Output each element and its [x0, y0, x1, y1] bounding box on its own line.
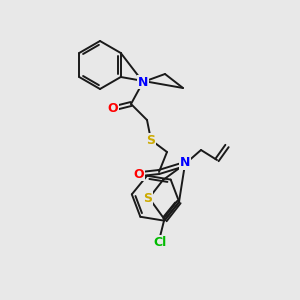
Text: O: O: [108, 101, 118, 115]
Text: Cl: Cl: [153, 236, 167, 249]
Text: S: S: [143, 191, 152, 205]
Text: S: S: [146, 134, 155, 146]
Text: O: O: [134, 167, 144, 181]
Text: N: N: [180, 157, 190, 169]
Text: N: N: [138, 76, 148, 88]
